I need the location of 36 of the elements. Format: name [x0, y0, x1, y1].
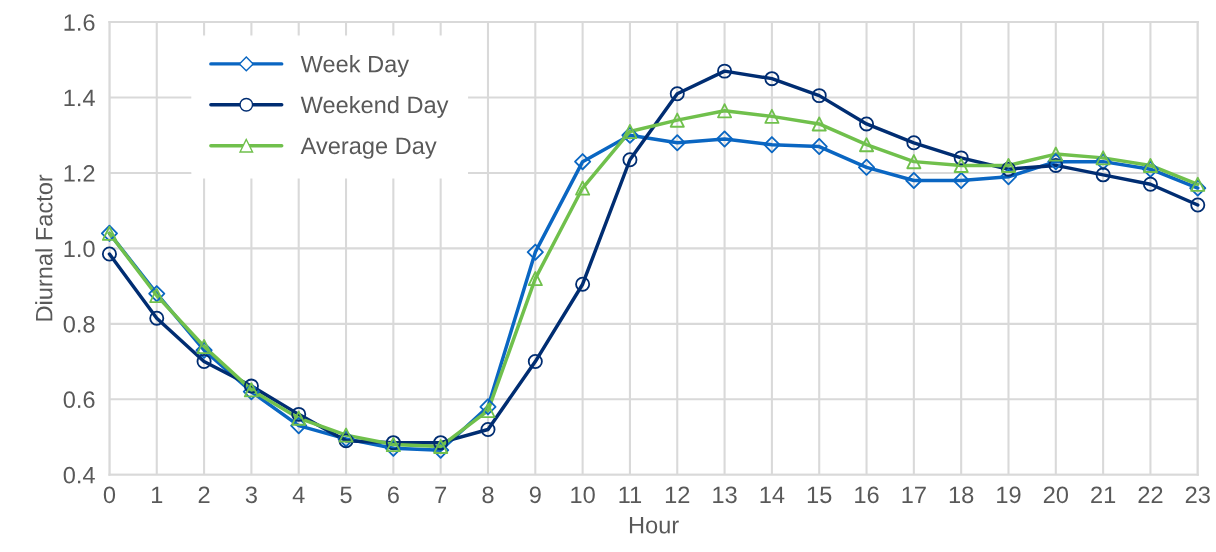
- x-tick-label: 17: [902, 486, 926, 503]
- x-tick-label: 16: [855, 486, 879, 504]
- x-tick-label: 22: [1138, 486, 1163, 503]
- x-tick-label: 5: [340, 486, 352, 504]
- x-tick-label: 11: [619, 486, 642, 503]
- x-tick-label: 7: [435, 486, 447, 503]
- x-tick-label: 9: [529, 486, 541, 504]
- x-axis-title: Hour: [629, 517, 679, 534]
- x-tick-label: 6: [387, 486, 399, 504]
- x-tick-label: 1: [151, 486, 163, 503]
- x-tick-label: 14: [760, 486, 785, 503]
- x-tick-label: 23: [1185, 486, 1210, 504]
- y-tick-label: 1.6: [64, 14, 95, 31]
- x-tick-label: 4: [292, 486, 305, 503]
- x-tick-label: 20: [1043, 486, 1069, 504]
- legend-label: Weekend Day: [300, 95, 449, 118]
- y-tick-label: 1.4: [64, 89, 95, 107]
- y-tick-label: 1.0: [64, 240, 95, 258]
- x-tick-label: 13: [713, 486, 737, 504]
- y-tick-label: 0.6: [63, 391, 95, 409]
- x-tick-label: 10: [571, 486, 595, 504]
- legend-label: Average Day: [300, 137, 437, 159]
- x-tick-label: 19: [997, 486, 1021, 504]
- x-tick-label: 21: [1091, 486, 1116, 503]
- x-tick-label: 12: [665, 486, 690, 503]
- y-axis-title: Diurnal Factor: [35, 174, 53, 321]
- x-tick-label: 0: [103, 486, 116, 504]
- x-tick-label: 8: [482, 486, 494, 504]
- x-tick-label: 18: [949, 486, 974, 504]
- y-tick-label: 0.4: [63, 466, 95, 484]
- y-tick-label: 0.8: [63, 315, 95, 333]
- x-tick-label: 2: [198, 486, 210, 503]
- y-tick-label: 1.2: [64, 165, 95, 182]
- x-tick-label: 15: [807, 486, 832, 504]
- x-tick-label: 3: [245, 486, 257, 504]
- legend-label: Week Day: [300, 55, 410, 78]
